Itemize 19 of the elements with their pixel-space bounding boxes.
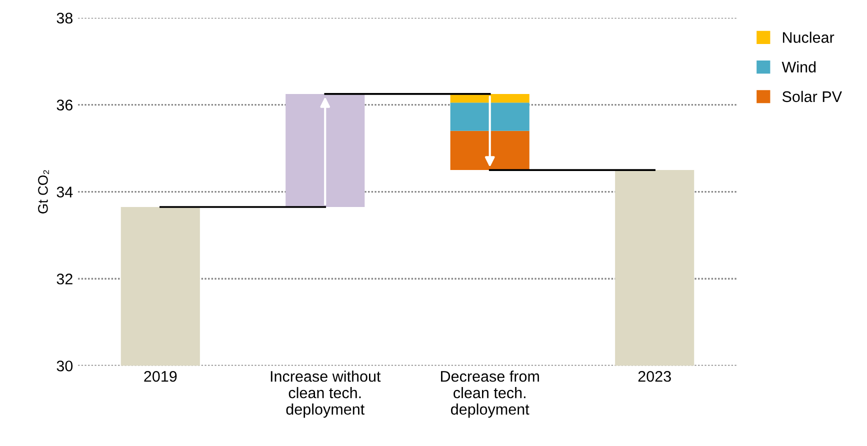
x-tick-label: 2019: [144, 370, 177, 382]
bar: [286, 94, 365, 207]
y-tick-label: 32: [56, 274, 72, 284]
y-tick-label: 34: [56, 186, 73, 198]
y-tick-label: 36: [56, 100, 72, 110]
bar: [450, 102, 530, 131]
y-tick-label: 38: [56, 12, 73, 24]
legend-label: Wind: [782, 61, 816, 72]
x-tick-label: 2023: [638, 370, 671, 382]
bar: [450, 94, 530, 103]
bar: [450, 130, 530, 170]
legend-label: Nuclear: [782, 32, 834, 43]
y-axis-title: Gt CO₂: [38, 170, 49, 214]
x-tick-label: Increase without clean tech. deployment: [270, 370, 381, 418]
bar: [615, 170, 694, 366]
y-tick-label: 30: [56, 360, 73, 372]
bar: [120, 207, 200, 366]
x-tick-label: Decrease from clean tech. deployment: [441, 370, 539, 418]
legend-label: Solar PV: [782, 90, 842, 102]
